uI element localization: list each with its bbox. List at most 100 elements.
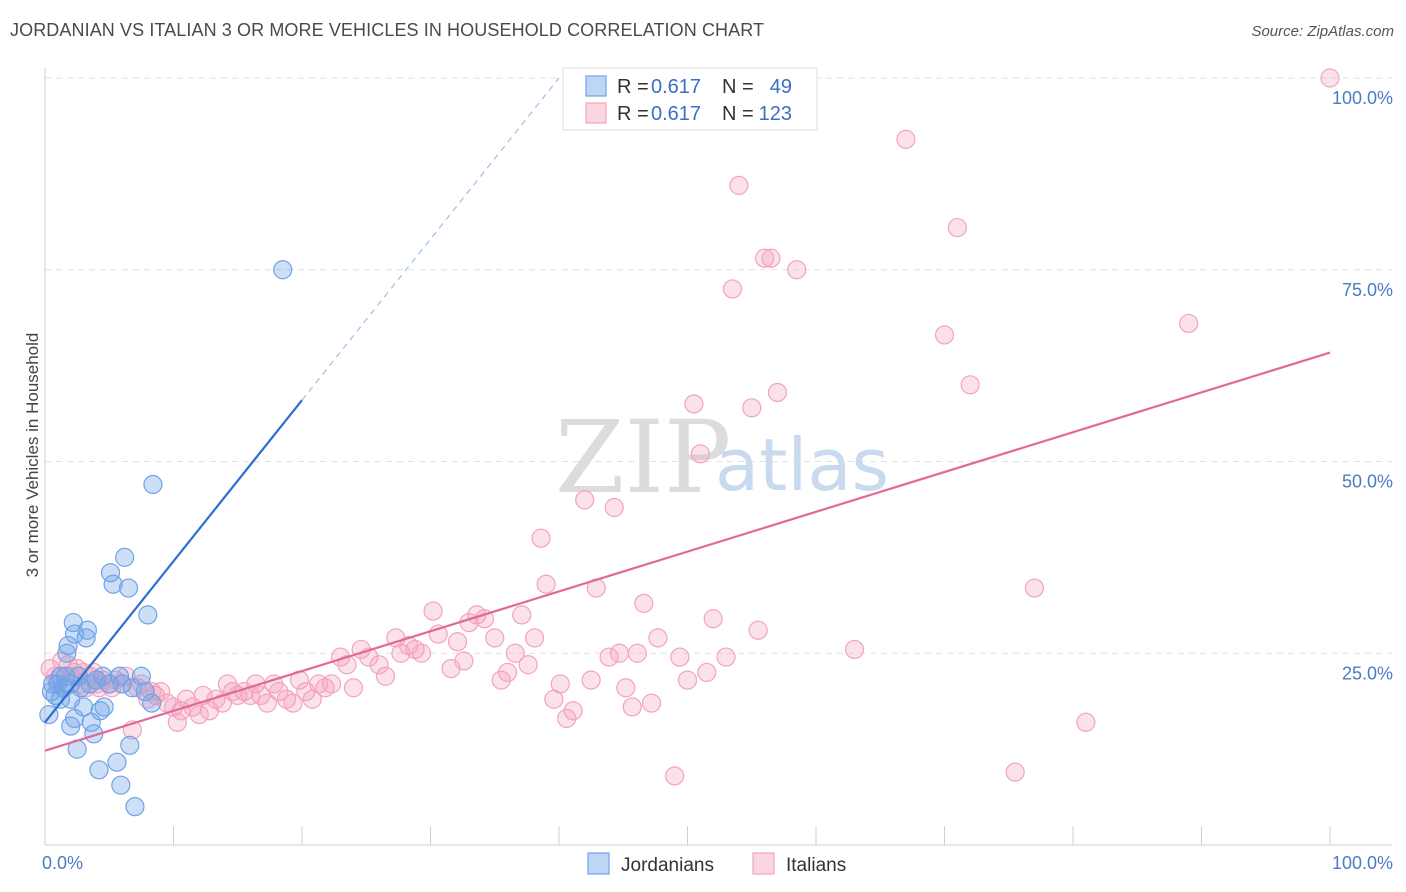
bottom-legend: Jordanians Italians xyxy=(587,852,846,876)
italian-point xyxy=(761,248,781,268)
axes xyxy=(44,68,1392,846)
italian-point xyxy=(536,574,556,594)
italian-point xyxy=(447,632,468,652)
italian-point xyxy=(321,674,342,694)
italian-point xyxy=(337,655,357,675)
italian-point xyxy=(1005,762,1025,782)
italian-point xyxy=(703,609,723,629)
italian-point xyxy=(716,647,736,667)
italian-point xyxy=(634,593,654,613)
jordanian-point xyxy=(273,260,293,280)
grid-lines xyxy=(45,77,1392,654)
italian-point xyxy=(491,670,511,690)
italian-point xyxy=(622,697,642,717)
legend-n-label: N = xyxy=(722,76,754,98)
italian-point xyxy=(934,325,955,345)
trend-lines xyxy=(44,77,1331,752)
jordanian-point xyxy=(115,547,135,567)
legend-n-value: 123 xyxy=(759,103,792,125)
x-tick-labels: 0.0% 100.0% xyxy=(42,853,1393,873)
italian-point xyxy=(767,382,788,403)
italian-point xyxy=(616,678,636,698)
italian-point xyxy=(391,643,411,663)
italian-point xyxy=(690,444,710,464)
italian-point xyxy=(677,670,698,690)
chart-title: JORDANIAN VS ITALIAN 3 OR MORE VEHICLES … xyxy=(10,20,765,40)
italian-point xyxy=(1024,578,1045,598)
legend-r-label: R = xyxy=(617,76,649,98)
watermark: ZIP atlas xyxy=(555,399,889,516)
italian-point xyxy=(505,643,525,663)
legend-swatch xyxy=(585,102,607,124)
italian-point xyxy=(498,662,518,683)
watermark-atlas: atlas xyxy=(715,423,889,507)
italian-point xyxy=(369,655,389,675)
top-legend: R = 0.617 N = 49 R = 0.617 N = 123 xyxy=(562,67,818,131)
legend-n-label: N = xyxy=(722,103,754,125)
italian-point xyxy=(563,701,583,721)
italian-trend-line xyxy=(44,351,1331,752)
italian-point xyxy=(742,398,762,418)
jordanian-point xyxy=(142,693,162,713)
italian-point xyxy=(557,708,577,729)
jordanian-point xyxy=(57,643,77,663)
jordanian-point xyxy=(135,681,155,702)
italian-point xyxy=(641,693,662,713)
jordanian-point xyxy=(112,674,132,694)
italian-point xyxy=(251,685,271,706)
y-tick-labels: 25.0% 50.0% 75.0% 100.0% xyxy=(1332,88,1393,683)
jordanian-point xyxy=(58,635,78,656)
data-points xyxy=(39,68,1340,817)
y-axis-label: 3 or more Vehicles in Household xyxy=(23,333,42,578)
jordanian-point xyxy=(89,760,109,780)
jordanian-point xyxy=(64,708,85,729)
italian-point xyxy=(670,647,690,667)
jordanian-point xyxy=(138,605,158,625)
italian-point xyxy=(375,666,396,686)
jordanian-point xyxy=(103,574,123,594)
jordanian-point xyxy=(111,775,131,795)
legend-swatch-jordanians xyxy=(587,852,610,875)
jordanian-point xyxy=(77,620,98,640)
jordanian-point xyxy=(118,578,139,598)
italian-point xyxy=(454,651,474,671)
jordanian-trend-extension xyxy=(301,77,560,401)
italian-point xyxy=(518,655,538,675)
jordanian-point xyxy=(50,689,71,709)
x-tick-label: 100.0% xyxy=(1332,853,1393,873)
italian-point xyxy=(257,693,277,713)
italian-point xyxy=(665,766,685,786)
jordanian-point xyxy=(131,666,151,686)
italian-point xyxy=(896,129,916,149)
italian-point xyxy=(748,620,768,640)
legend-swatch-italians xyxy=(752,852,775,875)
watermark-zip: ZIP xyxy=(555,399,731,516)
legend-label-italians: Italians xyxy=(786,855,846,876)
jordanian-point xyxy=(100,563,121,583)
legend-r-value: 0.617 xyxy=(651,76,701,98)
italian-point xyxy=(524,628,545,648)
y-tick-label: 75.0% xyxy=(1342,280,1393,300)
italian-point xyxy=(697,662,717,683)
source-label: Source: ZipAtlas.com xyxy=(1251,23,1394,40)
italian-point xyxy=(512,605,532,625)
jordanian-point xyxy=(76,628,96,648)
italian-point xyxy=(575,490,595,510)
legend-r-value: 0.617 xyxy=(651,103,701,125)
y-tick-label: 100.0% xyxy=(1332,88,1393,108)
italian-point xyxy=(411,643,432,663)
italian-point xyxy=(609,643,629,663)
italian-point xyxy=(684,394,704,414)
legend-swatch xyxy=(585,75,607,97)
jordanian-point xyxy=(61,674,81,694)
italian-point xyxy=(604,497,624,518)
italian-point xyxy=(343,678,363,698)
y-tick-label: 25.0% xyxy=(1342,663,1393,683)
italian-point xyxy=(581,670,601,690)
italian-point xyxy=(960,375,980,395)
italian-point xyxy=(189,705,209,725)
italian-point xyxy=(1320,68,1340,88)
italian-point xyxy=(167,712,187,732)
italian-point xyxy=(531,528,551,548)
jordanian-trend-line xyxy=(44,399,303,723)
